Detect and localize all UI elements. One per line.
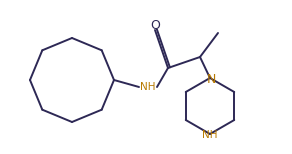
- Text: O: O: [150, 18, 160, 32]
- Text: N: N: [206, 73, 216, 85]
- Text: NH: NH: [140, 82, 156, 92]
- Text: NH: NH: [202, 130, 218, 140]
